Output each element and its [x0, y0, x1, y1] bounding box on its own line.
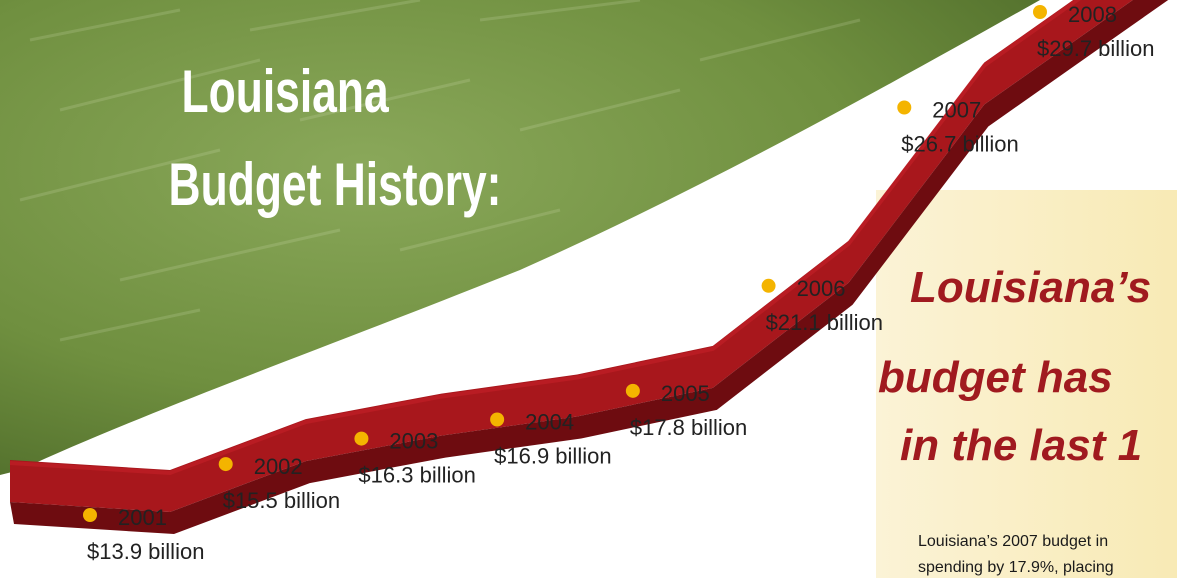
value-label-2002: $15.5 billion: [223, 488, 340, 513]
year-label-2006: 2006: [797, 276, 846, 301]
value-label-2008: $29.7 billion: [1037, 36, 1154, 61]
ribbon-front-face: [10, 0, 1169, 534]
headline-line-2: budget has: [878, 353, 1113, 402]
budget-ribbon: [9, 0, 1169, 534]
data-labels: 2001 $13.9 billion 2002 $15.5 billion 2003 $1…: [87, 2, 1154, 564]
headline-line-1: Louisiana’s: [910, 263, 1151, 312]
data-point-2004: [490, 412, 505, 427]
year-label-2004: 2004: [525, 409, 574, 434]
money-background: [0, 0, 1040, 475]
body-paragraph: Louisiana’s 2007 budget in spending by 1…: [918, 533, 1114, 576]
title-line-1: Louisiana: [181, 59, 389, 126]
title-line-2: Budget History:: [169, 152, 502, 219]
ribbon-highlight: [9, 0, 1081, 476]
year-label-2001: 2001: [118, 505, 167, 530]
data-markers: [83, 5, 1047, 522]
value-label-2003: $16.3 billion: [358, 463, 475, 488]
body-line-2: spending by 17.9%, placing: [918, 559, 1114, 576]
data-point-2006: [761, 278, 776, 293]
headline: Louisiana’s budget has in the last 1: [878, 263, 1151, 470]
info-panel: [876, 190, 1177, 578]
value-label-2004: $16.9 billion: [494, 443, 611, 468]
value-label-2001: $13.9 billion: [87, 539, 204, 564]
ribbon-top-face: [10, 0, 1133, 512]
data-point-2001: [83, 508, 97, 522]
value-label-2005: $17.8 billion: [630, 415, 747, 440]
money-texture: [19, 0, 861, 342]
year-label-2007: 2007: [932, 98, 981, 123]
data-point-2008: [1033, 5, 1047, 19]
headline-line-3: in the last 1: [900, 421, 1142, 470]
value-label-2007: $26.7 billion: [901, 132, 1018, 157]
year-label-2008: 2008: [1068, 2, 1117, 27]
year-label-2005: 2005: [661, 381, 710, 406]
chart-title: Louisiana Budget History:: [169, 59, 502, 219]
value-label-2006: $21.1 billion: [766, 310, 883, 335]
data-point-2005: [625, 383, 640, 398]
year-label-2003: 2003: [389, 429, 438, 454]
body-line-1: Louisiana’s 2007 budget in: [918, 533, 1108, 550]
year-label-2002: 2002: [254, 454, 303, 479]
data-point-2007: [897, 100, 912, 115]
data-point-2003: [354, 431, 369, 446]
data-point-2002: [218, 457, 233, 472]
